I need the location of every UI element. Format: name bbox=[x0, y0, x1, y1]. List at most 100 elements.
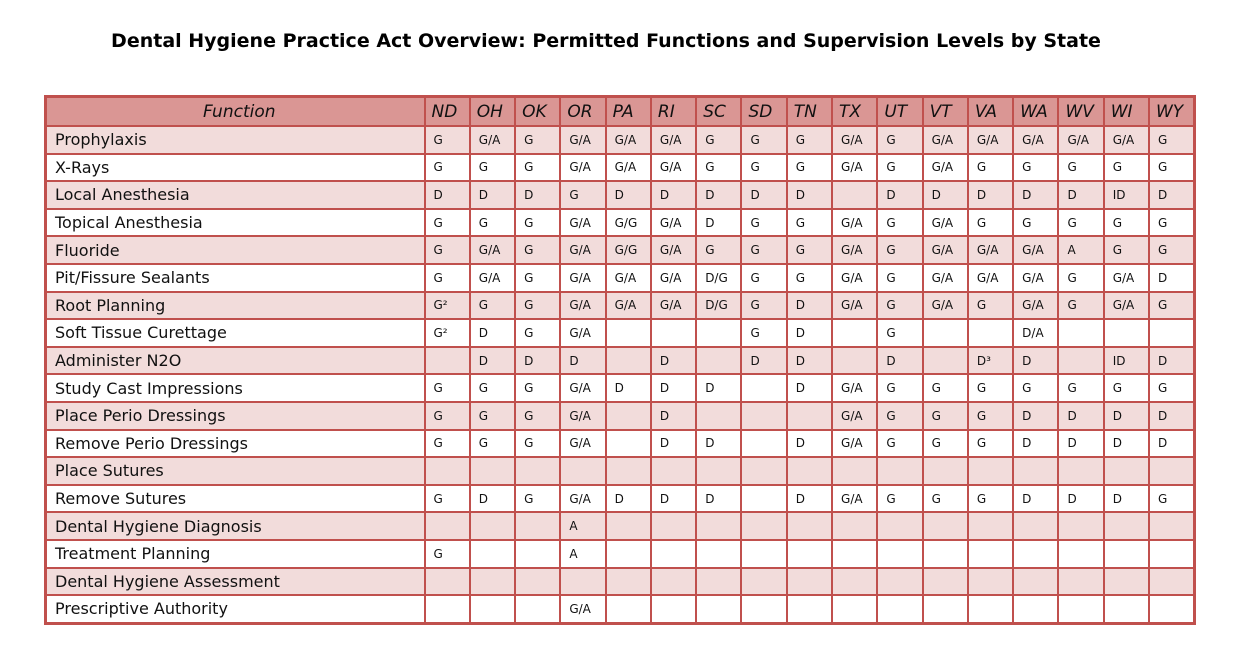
supervision-cell bbox=[966, 318, 1015, 348]
supervision-cell: D bbox=[785, 428, 834, 459]
supervision-cell: A bbox=[1057, 235, 1105, 265]
supervision-cell: D bbox=[649, 400, 698, 431]
supervision-cell bbox=[740, 511, 788, 541]
supervision-cell bbox=[649, 594, 698, 625]
supervision-cell: G bbox=[559, 180, 607, 210]
supervision-cell bbox=[468, 594, 517, 625]
supervision-cell: G bbox=[966, 483, 1015, 514]
supervision-cell: G/A bbox=[831, 262, 879, 293]
supervision-cell: D bbox=[695, 373, 743, 403]
supervision-cell: G/G bbox=[604, 235, 652, 265]
supervision-cell bbox=[831, 180, 879, 210]
function-name: Pit/Fissure Sealants bbox=[44, 262, 426, 293]
supervision-cell bbox=[649, 538, 698, 569]
supervision-cell bbox=[423, 566, 471, 597]
header-state: WA bbox=[1012, 95, 1060, 127]
supervision-cell: G bbox=[1057, 207, 1105, 238]
supervision-cell: G bbox=[695, 125, 743, 155]
supervision-cell bbox=[559, 456, 607, 486]
supervision-cell bbox=[921, 594, 969, 625]
function-name: Study Cast Impressions bbox=[44, 373, 426, 403]
supervision-cell: D/A bbox=[1012, 318, 1060, 348]
supervision-cell: D bbox=[649, 180, 698, 210]
supervision-cell: G bbox=[423, 428, 471, 459]
supervision-cell: G bbox=[966, 290, 1015, 321]
supervision-cell: G/A bbox=[1012, 262, 1060, 293]
supervision-cell bbox=[604, 318, 652, 348]
table-row: Place Sutures bbox=[44, 456, 1196, 486]
supervision-cell: D bbox=[876, 345, 924, 376]
supervision-cell: G bbox=[876, 262, 924, 293]
header-state: SC bbox=[695, 95, 743, 127]
supervision-cell: G bbox=[1148, 373, 1196, 403]
supervision-cell: G bbox=[966, 207, 1015, 238]
supervision-cell: G bbox=[1148, 235, 1196, 265]
supervision-cell bbox=[604, 345, 652, 376]
supervision-cell: D bbox=[468, 345, 517, 376]
supervision-cell: G bbox=[1148, 152, 1196, 183]
supervision-cell bbox=[921, 456, 969, 486]
supervision-cell bbox=[876, 566, 924, 597]
supervision-cell bbox=[1148, 566, 1196, 597]
supervision-cell bbox=[514, 456, 562, 486]
supervision-cell: D bbox=[1057, 483, 1105, 514]
supervision-cell bbox=[831, 456, 879, 486]
supervision-cell bbox=[966, 511, 1015, 541]
supervision-cell bbox=[831, 511, 879, 541]
supervision-cell: G/A bbox=[468, 235, 517, 265]
supervision-cell: D bbox=[785, 290, 834, 321]
supervision-cell: G/A bbox=[604, 290, 652, 321]
supervision-cell: D bbox=[740, 345, 788, 376]
function-name: Prophylaxis bbox=[44, 125, 426, 155]
supervision-cell: G bbox=[468, 152, 517, 183]
table-row: Administer N2O D D D D D D D D³ D ID D bbox=[44, 345, 1196, 376]
supervision-cell: G bbox=[423, 152, 471, 183]
supervision-cell: D bbox=[785, 318, 834, 348]
supervision-cell bbox=[785, 400, 834, 431]
supervision-cell bbox=[831, 594, 879, 625]
supervision-cell: G bbox=[785, 152, 834, 183]
supervision-cell: G bbox=[876, 152, 924, 183]
supervision-cell: G/A bbox=[604, 152, 652, 183]
table-body: Prophylaxis G G/A G G/A G/A G/A G G G G/A G G/A G/A G/… bbox=[44, 125, 1196, 625]
supervision-cell: G bbox=[423, 125, 471, 155]
supervision-cell: G bbox=[876, 125, 924, 155]
supervision-cell: G bbox=[876, 400, 924, 431]
supervision-cell: G/A bbox=[468, 125, 517, 155]
table-row: Prescriptive Authority G/A bbox=[44, 594, 1196, 625]
supervision-cell: D bbox=[1148, 400, 1196, 431]
supervision-cell: G bbox=[695, 152, 743, 183]
supervision-cell bbox=[1057, 566, 1105, 597]
supervision-cell: D bbox=[1057, 400, 1105, 431]
supervision-cell bbox=[514, 594, 562, 625]
supervision-cell: G bbox=[468, 400, 517, 431]
supervision-cell bbox=[423, 594, 471, 625]
supervision-cell: D bbox=[559, 345, 607, 376]
supervision-cell bbox=[921, 318, 969, 348]
supervision-cell: G/A bbox=[559, 152, 607, 183]
table-row: Pit/Fissure Sealants G G/A G G/A G/A G/A D/G G G G… bbox=[44, 262, 1196, 293]
supervision-cell: D bbox=[921, 180, 969, 210]
supervision-cell: G/A bbox=[831, 483, 879, 514]
supervision-cell: A bbox=[559, 538, 607, 569]
function-name: Administer N2O bbox=[44, 345, 426, 376]
supervision-cell bbox=[876, 511, 924, 541]
table-row: Remove Perio Dressings G G G G/A D D D G/A G G G D D D… bbox=[44, 428, 1196, 459]
supervision-cell bbox=[1148, 594, 1196, 625]
supervision-cell: G bbox=[1148, 483, 1196, 514]
supervision-cell bbox=[604, 400, 652, 431]
function-name: X-Rays bbox=[44, 152, 426, 183]
function-name: Local Anesthesia bbox=[44, 180, 426, 210]
supervision-cell: G bbox=[921, 428, 969, 459]
supervision-cell: G bbox=[1012, 207, 1060, 238]
supervision-cell bbox=[785, 511, 834, 541]
supervision-cell: G/G bbox=[604, 207, 652, 238]
supervision-cell: D bbox=[1012, 428, 1060, 459]
header-state: VT bbox=[921, 95, 969, 127]
supervision-cell: G bbox=[740, 235, 788, 265]
supervision-cell: G bbox=[423, 262, 471, 293]
supervision-cell: D bbox=[1012, 180, 1060, 210]
supervision-cell: G² bbox=[423, 318, 471, 348]
supervision-cell: G bbox=[423, 373, 471, 403]
